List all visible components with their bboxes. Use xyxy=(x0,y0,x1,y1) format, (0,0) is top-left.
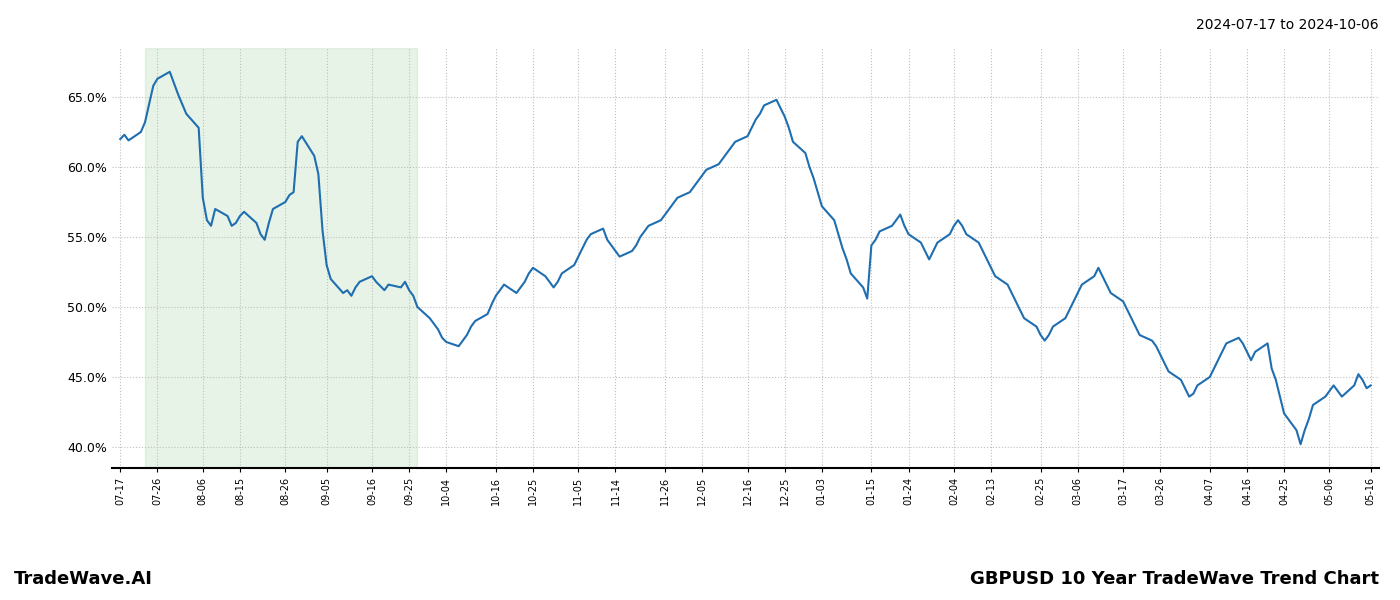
Text: 2024-07-17 to 2024-10-06: 2024-07-17 to 2024-10-06 xyxy=(1197,18,1379,32)
Text: GBPUSD 10 Year TradeWave Trend Chart: GBPUSD 10 Year TradeWave Trend Chart xyxy=(970,570,1379,588)
Text: TradeWave.AI: TradeWave.AI xyxy=(14,570,153,588)
Bar xyxy=(146,48,417,468)
